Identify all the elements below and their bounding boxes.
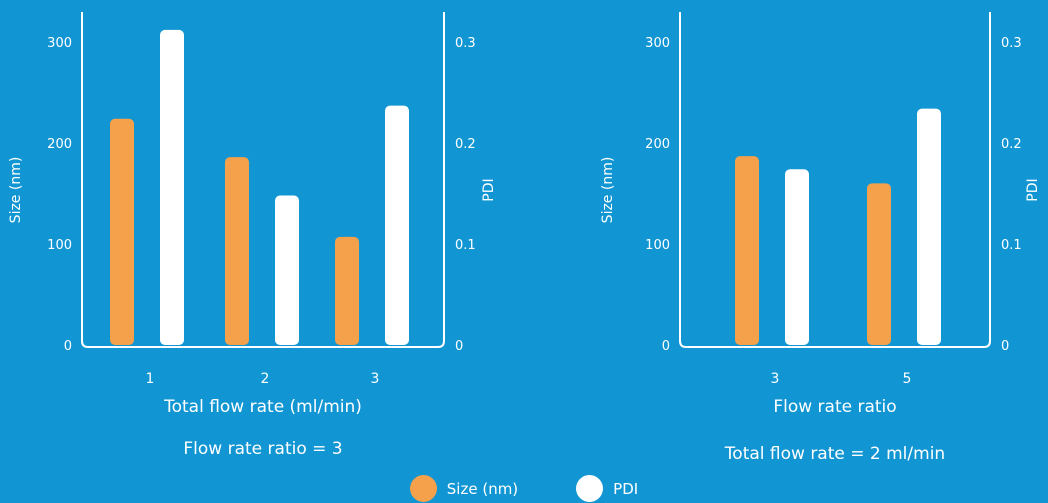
- chart-1-ytick-label: 100: [47, 238, 72, 253]
- chart-2-ytick-label: 200: [645, 137, 670, 152]
- chart-1-ytick-label: 300: [47, 36, 72, 51]
- legend-swatch-pdi: [576, 475, 603, 502]
- chart-1-ytick-label: 200: [47, 137, 72, 152]
- chart-2-y2tick-label: 0.1: [1001, 238, 1022, 253]
- chart-1-y2tick-label: 0.2: [455, 137, 476, 152]
- chart-2-ytick-label: 100: [645, 238, 670, 253]
- chart-1-ytick-label: 0: [64, 339, 72, 354]
- legend-item-size: Size (nm): [410, 475, 518, 502]
- chart-2-axes: [680, 12, 990, 347]
- chart-1-bar-pdi: [160, 30, 184, 345]
- chart-1-bar-size: [225, 157, 249, 345]
- chart-1-bar-pdi: [275, 196, 299, 345]
- chart-2-ytick-label: 300: [645, 36, 670, 51]
- chart-1-bar-size: [110, 119, 134, 345]
- chart-1-xtick-label: 3: [371, 371, 380, 387]
- chart-1-bar-size: [335, 237, 359, 345]
- chart-2-xtick-label: 5: [903, 371, 912, 387]
- legend-label-size: Size (nm): [447, 480, 518, 498]
- chart-1-xlabel: Total flow rate (ml/min): [163, 397, 362, 417]
- chart-2-bar-size: [867, 183, 891, 345]
- chart-2-ylabel: Size (nm): [600, 157, 616, 224]
- chart-1-xtick-label: 2: [261, 371, 270, 387]
- chart-2-y2tick-label: 0.3: [1001, 36, 1022, 51]
- chart-2-bar-size: [735, 156, 759, 345]
- chart-1-y2tick-label: 0.3: [455, 36, 476, 51]
- chart-2-bar-pdi: [785, 169, 809, 345]
- chart-1-y2label: PDI: [481, 178, 497, 201]
- chart-1-y2tick-label: 0.1: [455, 238, 476, 253]
- legend: Size (nm) PDI: [0, 474, 1048, 503]
- chart-1-caption: Flow rate ratio = 3: [183, 439, 342, 459]
- chart-2-y2label: PDI: [1025, 178, 1041, 201]
- chart-2-ytick-label: 0: [662, 339, 670, 354]
- legend-swatch-size: [410, 475, 437, 502]
- chart-1-y2tick-label: 0: [455, 339, 463, 354]
- chart-2-xtick-label: 3: [771, 371, 780, 387]
- chart-2-y2tick-label: 0: [1001, 339, 1009, 354]
- legend-label-pdi: PDI: [613, 480, 638, 498]
- chart-2-caption: Total flow rate = 2 ml/min: [724, 444, 945, 464]
- chart-2-bar-pdi: [917, 109, 941, 345]
- chart-2-y2tick-label: 0.2: [1001, 137, 1022, 152]
- chart-1-xtick-label: 1: [146, 371, 155, 387]
- chart-1-ylabel: Size (nm): [8, 157, 24, 224]
- chart-2-xlabel: Flow rate ratio: [773, 397, 896, 417]
- legend-item-pdi: PDI: [576, 475, 638, 502]
- chart-1-bar-pdi: [385, 106, 409, 345]
